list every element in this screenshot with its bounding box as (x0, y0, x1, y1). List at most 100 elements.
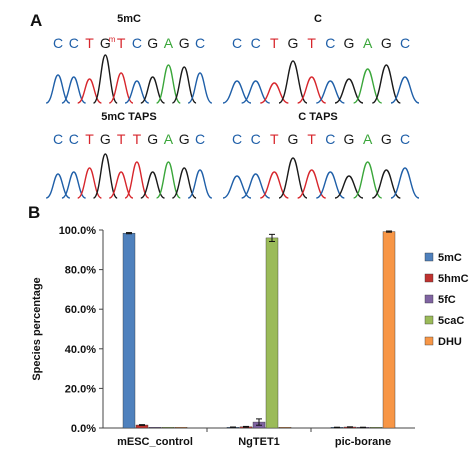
bar (161, 427, 175, 429)
sequence-base: G (288, 131, 299, 147)
bar (174, 427, 188, 429)
legend-swatch (424, 273, 434, 283)
sequence-base: G (288, 35, 299, 51)
y-axis-label: Species percentage (31, 277, 43, 380)
sequence-base: T (270, 35, 279, 51)
sequence-base: T (270, 131, 279, 147)
trace-peak (156, 64, 181, 104)
trace-peak (316, 80, 345, 104)
panel-b-bar-chart: 0.0% 20.0% 40.0% 60.0% 80.0% 100.0% Species pe… (31, 225, 469, 448)
panel-a-letter: A (30, 11, 42, 30)
trace-peak (77, 167, 102, 199)
sequence-base: C (251, 131, 261, 147)
bar (369, 427, 383, 429)
sequence-base: G (147, 35, 158, 51)
trace-title: C (314, 13, 322, 25)
sequence-base: T (85, 131, 94, 147)
trace-peak (372, 169, 401, 199)
legend-swatch (424, 315, 434, 325)
trace-peak (140, 76, 165, 104)
legend-label: DHU (438, 336, 462, 348)
sequence-base: C (69, 131, 79, 147)
sequence-base: G (344, 131, 355, 147)
trace-peak (390, 76, 420, 104)
sequence-base: C (400, 131, 410, 147)
sequence-base: T (307, 35, 316, 51)
sequence-base: C (132, 35, 142, 51)
trace-peak (92, 54, 118, 104)
trace-peak (92, 153, 118, 199)
trace-peak (61, 171, 86, 199)
legend-swatch (424, 252, 434, 262)
trace-title: 5mC TAPS (101, 111, 156, 123)
trace-peak (260, 171, 289, 199)
trace-peak (187, 169, 213, 199)
sequence-base: G (381, 35, 392, 51)
sequence-base: G (100, 35, 111, 51)
legend-label: 5mC (438, 252, 462, 264)
trace-peak (124, 161, 150, 199)
chromatogram-trace: CC C T G T C G A G C (222, 13, 420, 104)
trace-peak (140, 171, 165, 199)
trace-peak (108, 72, 134, 104)
y-tick-label: 0.0% (71, 423, 96, 435)
trace-peak (334, 175, 364, 199)
sequence-base: T (85, 35, 94, 51)
x-tick-label: mESC_control (117, 436, 193, 448)
bar (148, 427, 162, 429)
bar (122, 232, 136, 429)
sequence-base: G (381, 131, 392, 147)
trace-peak (390, 167, 420, 199)
legend-label: 5caC (438, 315, 464, 327)
sequence-base: A (164, 35, 174, 51)
sequence-base: C (69, 35, 79, 51)
x-tick-label: NgTET1 (238, 436, 280, 448)
trace-peak (371, 64, 401, 104)
legend-label: 5fC (438, 294, 456, 306)
sequence-base: A (164, 131, 174, 147)
trace-peak (334, 78, 364, 104)
trace-peak (45, 74, 71, 104)
trace-peak (297, 76, 326, 104)
sequence-base: C (232, 131, 242, 147)
trace-peak (241, 80, 270, 104)
bar (382, 231, 396, 429)
trace-peak (278, 60, 308, 104)
trace-peak (353, 161, 383, 199)
legend-swatch (424, 294, 434, 304)
sequence-base: T (133, 131, 142, 147)
sequence-base: C (325, 131, 335, 147)
sequence-base: G (179, 131, 190, 147)
sequence-base: T (117, 35, 126, 51)
sequence-base: A (363, 35, 373, 51)
x-tick-label: pic-borane (335, 436, 391, 448)
trace-title: C TAPS (298, 111, 338, 123)
trace-peak (222, 175, 252, 199)
panel-b-letter: B (28, 203, 40, 222)
bar (265, 237, 279, 429)
trace-peak (45, 173, 71, 199)
y-tick-label: 80.0% (65, 265, 96, 277)
sequence-base: C (400, 35, 410, 51)
y-tick-label: 40.0% (65, 344, 96, 356)
trace-peak (187, 72, 213, 104)
sequence-base: T (307, 131, 316, 147)
methyl-superscript: m (109, 35, 116, 44)
sequence-base: C (53, 131, 63, 147)
sequence-base: G (344, 35, 355, 51)
sequence-base: C (232, 35, 242, 51)
trace-peak (108, 171, 134, 199)
y-tick-label: 60.0% (65, 304, 96, 316)
sequence-base: C (53, 35, 63, 51)
sequence-base: A (363, 131, 373, 147)
trace-peak (156, 161, 181, 199)
sequence-base: C (325, 35, 335, 51)
sequence-base: T (117, 131, 126, 147)
trace-peak (172, 66, 197, 104)
trace-peak (353, 68, 382, 104)
